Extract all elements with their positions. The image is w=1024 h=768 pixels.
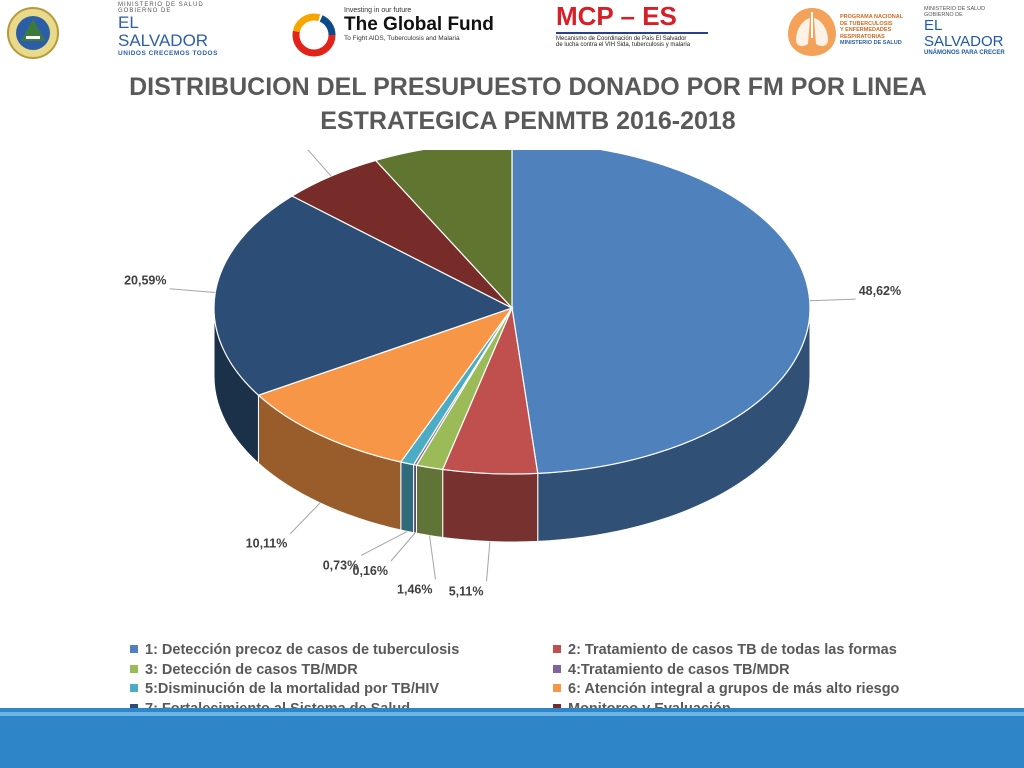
title-line-2: ESTRATEGICA PENMTB 2016-2018 <box>320 107 736 135</box>
data-label-4: 0,16% <box>353 564 388 578</box>
legend-item-3: 3: Detección de casos TB/MDR <box>130 662 358 678</box>
legend-label-2: 2: Tratamiento de casos TB de todas las … <box>568 642 897 658</box>
coat-of-arms-logo <box>7 7 59 59</box>
title-line-1: DISTRIBUCION DEL PRESUPUESTO DONADO POR … <box>129 73 927 101</box>
pnt-line-2: DE TUBERCULOSIS <box>840 20 893 27</box>
footer-bar <box>0 708 1024 768</box>
pie-top <box>213 150 811 475</box>
data-label-5: 0,73% <box>323 558 358 572</box>
legend-swatch-1 <box>130 645 138 653</box>
el-salvador-text: EL SALVADOR <box>118 13 209 50</box>
lungs-icon <box>788 8 836 56</box>
legend-swatch-6 <box>553 684 561 692</box>
slide-title: DISTRIBUCION DEL PRESUPUESTO DONADO POR … <box>0 70 1024 138</box>
leader-line-4 <box>390 532 416 562</box>
pnt-line-5: MINISTERIO DE SALUD <box>840 40 902 46</box>
el-salvador-logo: MINISTERIO DE SALUD GOBIERNO DE EL SALVA… <box>118 2 228 60</box>
ministerio-small-text: MINISTERIO DE SALUD <box>118 2 204 8</box>
mcp-sub-2: de lucha contra el VIH Sida, tuberculosi… <box>556 42 691 48</box>
pnt-line-3: Y ENFERMEDADES <box>840 27 892 33</box>
el-salvador-right-logo: MINISTERIO DE SALUD GOBIERNO DE EL SALVA… <box>924 2 1024 60</box>
pie-sides <box>213 307 811 543</box>
legend-label-6: 6: Atención integral a grupos de más alt… <box>568 681 900 697</box>
logo-header: MINISTERIO DE SALUD GOBIERNO DE EL SALVA… <box>0 0 1024 64</box>
global-fund-logo: Investing in our future The Global Fund … <box>344 2 504 60</box>
gf-tagline: Investing in our future <box>344 7 412 14</box>
mcp-sub-1: Mecanismo de Coordinación de País El Sal… <box>556 36 687 42</box>
slice-side-2 <box>442 468 539 543</box>
legend-swatch-8 <box>553 703 561 712</box>
gobierno-small-text: GOBIERNO DE <box>118 8 172 14</box>
legend-item-5: 5:Disminución de la mortalidad por TB/HI… <box>130 681 439 697</box>
legend-item-2: 2: Tratamiento de casos TB de todas las … <box>553 642 897 658</box>
data-label-1: 48,62% <box>859 284 901 298</box>
data-label-6: 10,11% <box>246 537 288 551</box>
mcp-es-logo: MCP – ES Mecanismo de Coordinación de Pa… <box>556 2 716 60</box>
mcp-name: MCP – ES <box>556 1 677 31</box>
legend-label-3: 3: Detección de casos TB/MDR <box>145 661 358 678</box>
leader-line-5 <box>360 530 408 556</box>
legend-swatch-3 <box>130 664 138 673</box>
leader-line-1 <box>809 298 856 302</box>
data-label-2: 5,11% <box>449 584 484 598</box>
leader-line-2 <box>486 541 491 582</box>
slice-7 <box>213 195 514 396</box>
right-unamonos: UNÁMONOS PARA CRECER <box>924 50 1005 56</box>
legend-item-1: 1: Detección precoz de casos de tubercul… <box>130 642 459 658</box>
slice-6 <box>257 306 514 463</box>
pie-chart: 48,62%5,11%1,46%0,16%0,73%10,11%20,59%5,… <box>124 150 901 598</box>
leader-line-6 <box>290 502 321 534</box>
right-el-salvador: EL SALVADOR <box>924 17 1004 50</box>
legend-swatch-5 <box>130 684 138 692</box>
legend-label-1: 1: Detección precoz de casos de tubercul… <box>145 642 460 658</box>
gf-name: The Global Fund <box>344 14 494 35</box>
data-label-7: 20,59% <box>124 274 166 288</box>
unidos-text: UNIDOS CRECEMOS TODOS <box>118 50 218 57</box>
right-small-1: MINISTERIO DE SALUD <box>924 6 986 12</box>
legend-item-6: 6: Atención integral a grupos de más alt… <box>553 681 899 697</box>
legend-label-4: 4:Tratamiento de casos TB/MDR <box>568 661 790 678</box>
gf-sub: To Fight AIDS, Tuberculosis and Malaria <box>344 35 460 42</box>
global-fund-icon <box>292 13 336 57</box>
data-label-3: 1,46% <box>397 583 432 597</box>
leader-line-7 <box>169 288 216 293</box>
pnt-line-1: PROGRAMA NACIONAL <box>840 14 904 20</box>
programa-nacional-logo: PROGRAMA NACIONAL DE TUBERCULOSIS Y ENFE… <box>840 14 920 72</box>
slice-9 <box>374 150 513 310</box>
slice-side-5 <box>400 461 415 534</box>
pnt-line-4: RESPIRATORIAS <box>840 33 885 40</box>
legend-swatch-2 <box>553 645 561 653</box>
slice-side-3 <box>415 464 444 539</box>
legend-swatch-7 <box>130 703 138 712</box>
legend-label-5: 5:Disminución de la mortalidad por TB/HI… <box>145 681 440 697</box>
leader-line-3 <box>429 535 436 580</box>
legend-item-4: 4:Tratamiento de casos TB/MDR <box>553 662 790 678</box>
right-small-2: GOBIERNO DE <box>924 12 963 18</box>
legend-swatch-4 <box>553 664 561 673</box>
footer-accent-line <box>0 712 1024 716</box>
data-labels: 48,62%5,11%1,46%0,16%0,73%10,11%20,59%5,… <box>124 150 901 598</box>
leader-line-8 <box>307 150 332 177</box>
